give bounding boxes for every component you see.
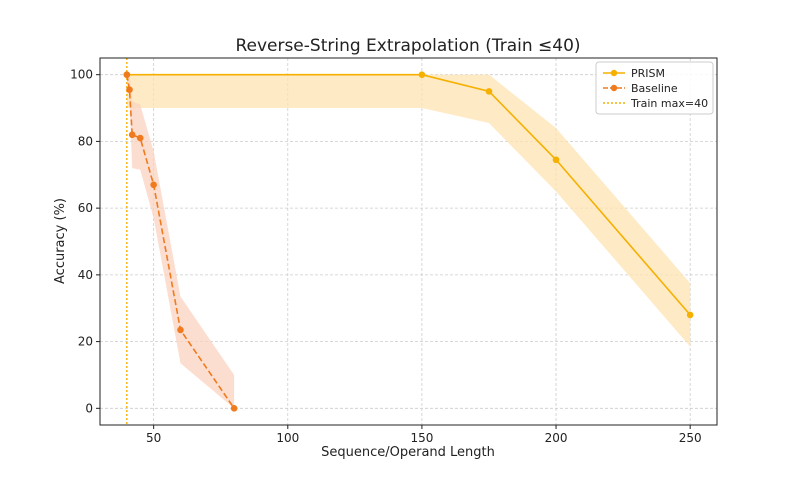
baseline-point	[230, 405, 238, 412]
y-tick-label: 40	[78, 268, 93, 282]
x-tick-label: 200	[545, 431, 568, 445]
y-tick-label: 60	[78, 201, 93, 215]
x-tick-label: 50	[146, 431, 161, 445]
legend-train-max-40-label: Train max=40	[630, 97, 708, 110]
baseline-point	[123, 71, 131, 78]
legend: PRISM Baseline Train max=40	[595, 61, 714, 115]
baseline-point	[136, 134, 144, 142]
series-points	[123, 71, 694, 412]
y-tick-label: 100	[70, 68, 93, 82]
axes: 50 100 150 200 250 0 20 40 60 80 100	[70, 57, 718, 445]
plot-frame	[99, 57, 718, 426]
baseline-band	[126, 74, 235, 409]
prism-point	[418, 71, 426, 78]
x-tick-label: 250	[679, 431, 702, 445]
legend-baseline-label: Baseline	[631, 82, 678, 95]
x-axis-label: Sequence/Operand Length	[321, 445, 495, 460]
legend-baseline-marker	[610, 84, 618, 92]
prism-point	[686, 311, 694, 319]
confidence-bands	[126, 74, 691, 409]
prism-point	[552, 156, 560, 164]
y-tick-label: 0	[85, 401, 93, 415]
baseline-point	[150, 181, 157, 189]
y-axis-label: Accuracy (%)	[53, 198, 68, 284]
legend-prism-label: PRISM	[631, 67, 665, 80]
x-tick-label: 100	[276, 431, 299, 445]
baseline-point	[177, 326, 184, 334]
prism-band	[126, 74, 691, 347]
y-tick-label: 80	[78, 134, 93, 148]
prism-point	[485, 88, 493, 95]
legend-frame	[595, 61, 714, 115]
legend-prism-marker	[610, 69, 618, 77]
x-tick-label: 150	[410, 431, 433, 445]
chart-title: Reverse-String Extrapolation (Train ≤40)	[235, 36, 580, 56]
baseline-point	[128, 131, 136, 139]
y-tick-label: 20	[78, 335, 93, 349]
baseline-point	[126, 86, 133, 93]
